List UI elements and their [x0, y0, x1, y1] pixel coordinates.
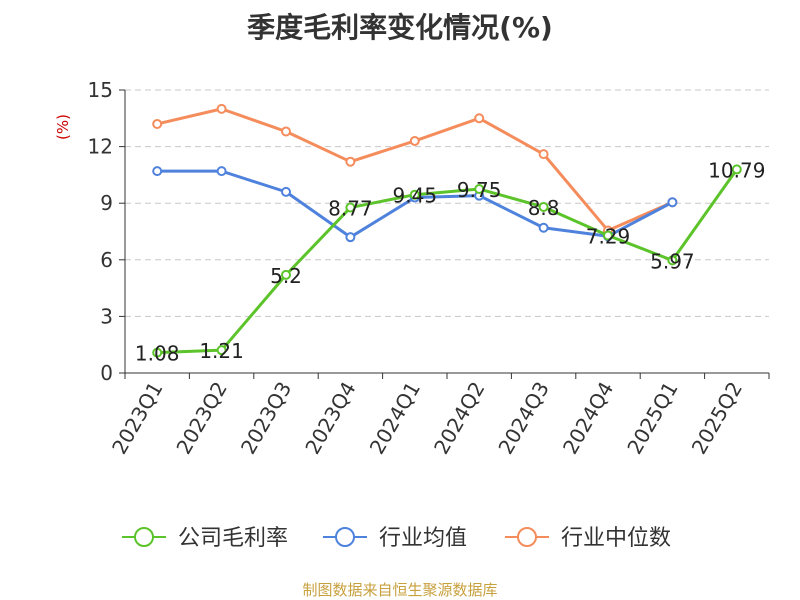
y-axis-label: (%)	[54, 114, 72, 140]
data-point	[152, 118, 163, 129]
data-label: 5.2	[270, 264, 302, 288]
y-tick-label: 6	[100, 248, 113, 272]
source-note: 制图数据来自恒生聚源数据库	[302, 581, 498, 599]
x-tick-label: 2024Q4	[558, 378, 618, 459]
x-tick-label: 2023Q4	[300, 378, 360, 459]
data-label: 5.97	[650, 249, 695, 273]
data-point	[667, 255, 678, 266]
data-point	[538, 201, 549, 212]
legend-label: 行业均值	[379, 526, 467, 551]
series-line	[157, 168, 739, 355]
x-tick-label: 2025Q1	[622, 378, 682, 459]
data-point	[409, 189, 420, 200]
data-point	[216, 345, 227, 356]
x-tick-label: 2024Q1	[365, 378, 425, 459]
data-point	[152, 166, 163, 177]
data-label: 7.29	[586, 224, 631, 248]
data-point	[281, 126, 291, 137]
data-point	[474, 184, 485, 195]
legend-marker	[517, 527, 537, 547]
data-label: 8.8	[528, 196, 560, 220]
x-tick-label: 2023Q1	[107, 378, 167, 459]
data-point	[216, 166, 227, 177]
series-line	[156, 107, 674, 233]
legend-label: 行业中位数	[561, 526, 671, 551]
x-tick-label: 2024Q3	[493, 378, 553, 459]
data-point	[216, 103, 227, 114]
data-point	[281, 269, 291, 280]
legend-marker	[335, 527, 355, 547]
data-point	[538, 222, 549, 233]
x-tick-label: 2023Q2	[171, 378, 231, 459]
data-point	[603, 230, 613, 241]
y-tick-label: 0	[100, 361, 113, 385]
data-label: 10.79	[708, 158, 765, 182]
x-tick-label: 2023Q3	[236, 378, 296, 459]
data-label: 1.08	[135, 342, 180, 366]
legend-label: 公司毛利率	[178, 526, 288, 551]
y-tick-label: 12	[88, 135, 113, 159]
data-point	[731, 164, 742, 175]
x-tick-label: 2024Q2	[429, 378, 489, 459]
data-point	[152, 347, 163, 358]
data-point	[281, 186, 291, 197]
y-tick-label: 15	[88, 78, 113, 102]
data-point	[538, 149, 549, 160]
data-point	[667, 197, 678, 208]
data-point	[474, 113, 485, 124]
chart-title: 季度毛利率变化情况(%)	[247, 11, 553, 44]
y-tick-label: 3	[100, 304, 113, 328]
data-label: 1.21	[199, 339, 244, 363]
legend-marker	[134, 527, 154, 547]
x-tick-label: 2025Q2	[687, 378, 747, 459]
data-label: 8.77	[328, 197, 373, 221]
data-point	[345, 202, 356, 213]
data-point	[409, 135, 420, 146]
data-label: 9.45	[393, 184, 438, 208]
data-point	[345, 232, 356, 243]
data-point	[345, 156, 356, 167]
data-label: 9.75	[457, 178, 502, 202]
y-tick-label: 9	[100, 191, 113, 215]
